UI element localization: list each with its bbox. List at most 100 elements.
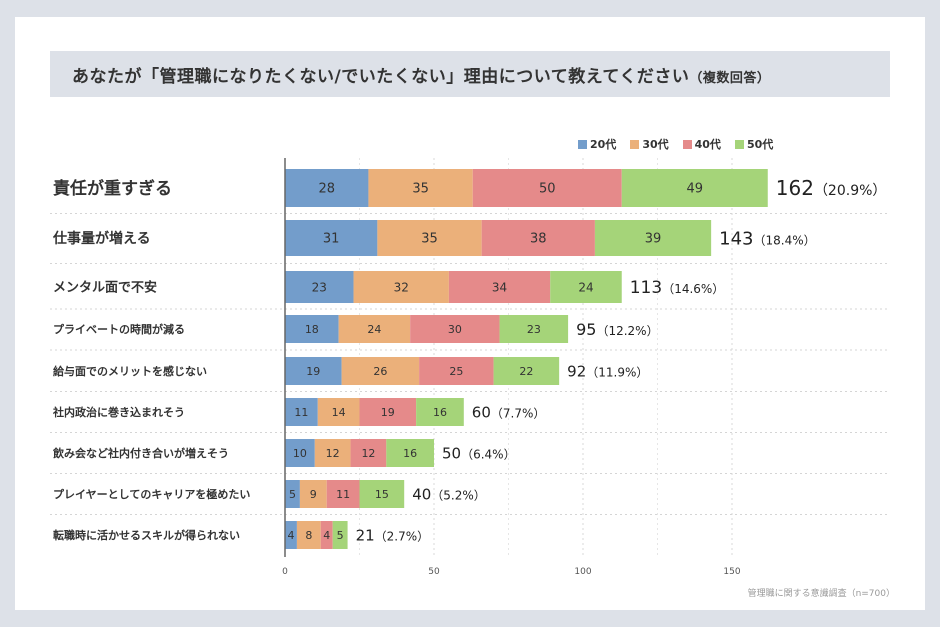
- bar-segment-40代: [419, 357, 494, 385]
- bar-segment-40代: [472, 169, 622, 207]
- chart-title: あなたが「管理職になりたくない/でいたくない」理由について教えてください（複数回…: [72, 62, 770, 87]
- bar-segment-50代: [359, 480, 405, 508]
- bar-segment-40代: [320, 521, 333, 549]
- x-tick-label: 100: [574, 567, 591, 577]
- bar-segment-40代: [359, 398, 417, 426]
- total-value: 40: [412, 485, 431, 503]
- total-label: 113（14.6%）: [630, 278, 725, 298]
- bar-value-label: 24: [578, 280, 593, 294]
- total-label: 50（6.4%）: [442, 444, 516, 462]
- total-percentage: （6.4%）: [461, 447, 516, 461]
- total-label: 92（11.9%）: [567, 362, 648, 380]
- category-label: 仕事量が増える: [52, 230, 151, 247]
- bar-value-label: 35: [412, 182, 429, 197]
- total-label: 162（20.9%）: [776, 176, 887, 200]
- bar-value-label: 31: [323, 232, 340, 247]
- bar-segment-50代: [416, 398, 464, 426]
- bar-segment-50代: [493, 357, 560, 385]
- category-label: プライベートの時間が減る: [53, 322, 185, 336]
- bar-segment-20代: [285, 169, 369, 207]
- bar-value-label: 18: [305, 323, 319, 336]
- bar-segment-50代: [332, 521, 348, 549]
- total-percentage: （5.2%）: [431, 488, 486, 502]
- bar-segment-50代: [550, 271, 622, 303]
- legend-swatch-40s: [682, 139, 692, 149]
- bar-segment-20代: [285, 357, 342, 385]
- bar-value-label: 11: [294, 406, 308, 419]
- category-label: 給与面でのメリットを感じない: [53, 364, 207, 378]
- total-percentage: （12.2%）: [596, 324, 658, 338]
- bar-value-label: 28: [318, 182, 335, 197]
- total-value: 113: [630, 278, 662, 298]
- bar-segment-20代: [285, 315, 339, 343]
- category-label: 飲み会など社内付き合いが増えそう: [52, 446, 229, 460]
- total-percentage: （7.7%）: [491, 406, 546, 420]
- bar-segment-30代: [299, 480, 327, 508]
- title-main: あなたが「管理職になりたくない/でいたくない」理由について教えてください: [72, 66, 690, 87]
- bar-value-label: 10: [293, 447, 307, 460]
- bar-value-label: 23: [527, 323, 541, 336]
- bar-value-label: 9: [310, 488, 317, 501]
- bar-value-label: 50: [539, 182, 556, 197]
- bar-value-label: 39: [645, 232, 662, 247]
- bar-value-label: 4: [287, 529, 294, 542]
- source-note: 管理職に関する意識調査（n=700）: [747, 589, 895, 599]
- bar-value-label: 5: [289, 488, 296, 501]
- bar-value-label: 24: [367, 323, 381, 336]
- x-tick-label: 50: [428, 567, 440, 577]
- chart-card: [15, 17, 925, 610]
- bar-segment-50代: [499, 315, 569, 343]
- bar-value-label: 34: [492, 280, 507, 294]
- bar-value-label: 23: [312, 280, 327, 294]
- bar-segment-50代: [621, 169, 768, 207]
- bar-value-label: 16: [433, 406, 447, 419]
- legend-item-30s: 30代: [630, 136, 669, 152]
- bar-value-label: 19: [306, 365, 320, 378]
- total-value: 92: [567, 362, 586, 380]
- legend-label-30s: 30代: [642, 138, 669, 151]
- bar-value-label: 15: [375, 488, 389, 501]
- bar-segment-40代: [326, 480, 360, 508]
- category-label: メンタル面で不安: [53, 280, 157, 296]
- category-label: 転職時に活かせるスキルが得られない: [53, 528, 240, 542]
- bar-segment-20代: [285, 220, 378, 256]
- bar-value-label: 12: [361, 447, 375, 460]
- category-label: 責任が重すぎる: [53, 178, 172, 199]
- bar-value-label: 14: [332, 406, 346, 419]
- total-percentage: （14.6%）: [662, 282, 724, 296]
- total-label: 21（2.7%）: [356, 526, 430, 544]
- bar-segment-20代: [285, 521, 297, 549]
- total-label: 60（7.7%）: [472, 403, 546, 421]
- legend-label-20s: 20代: [590, 138, 617, 151]
- legend: 20代 30代 40代 50代: [578, 136, 773, 152]
- legend-label-50s: 50代: [746, 138, 774, 151]
- total-value: 162: [776, 176, 814, 200]
- bar-segment-50代: [386, 439, 434, 467]
- total-value: 95: [576, 320, 596, 339]
- bar-segment-30代: [314, 439, 351, 467]
- bar-value-label: 5: [337, 529, 344, 542]
- bar-segment-40代: [448, 271, 551, 303]
- bar-value-label: 30: [448, 323, 462, 336]
- total-value: 143: [719, 228, 753, 249]
- bar-segment-40代: [350, 439, 387, 467]
- bar-segment-20代: [285, 439, 315, 467]
- legend-swatch-30s: [630, 139, 640, 149]
- bar-segment-30代: [353, 271, 449, 303]
- bar-value-label: 32: [394, 280, 409, 294]
- bar-segment-30代: [338, 315, 411, 343]
- bar-value-label: 11: [336, 488, 350, 501]
- bar-segment-20代: [285, 398, 318, 426]
- bar-value-label: 19: [381, 406, 395, 419]
- x-tick-label: 0: [282, 567, 288, 577]
- total-label: 95（12.2%）: [576, 320, 658, 339]
- total-percentage: （18.4%）: [753, 233, 815, 247]
- legend-item-20s: 20代: [578, 136, 616, 152]
- bar-value-label: 49: [686, 182, 703, 197]
- legend-swatch-50s: [734, 139, 744, 149]
- category-label: プレイヤーとしてのキャリアを極めたい: [53, 487, 250, 501]
- bar-value-label: 22: [519, 365, 533, 378]
- x-tick-label: 150: [723, 567, 740, 577]
- total-value: 60: [472, 403, 491, 421]
